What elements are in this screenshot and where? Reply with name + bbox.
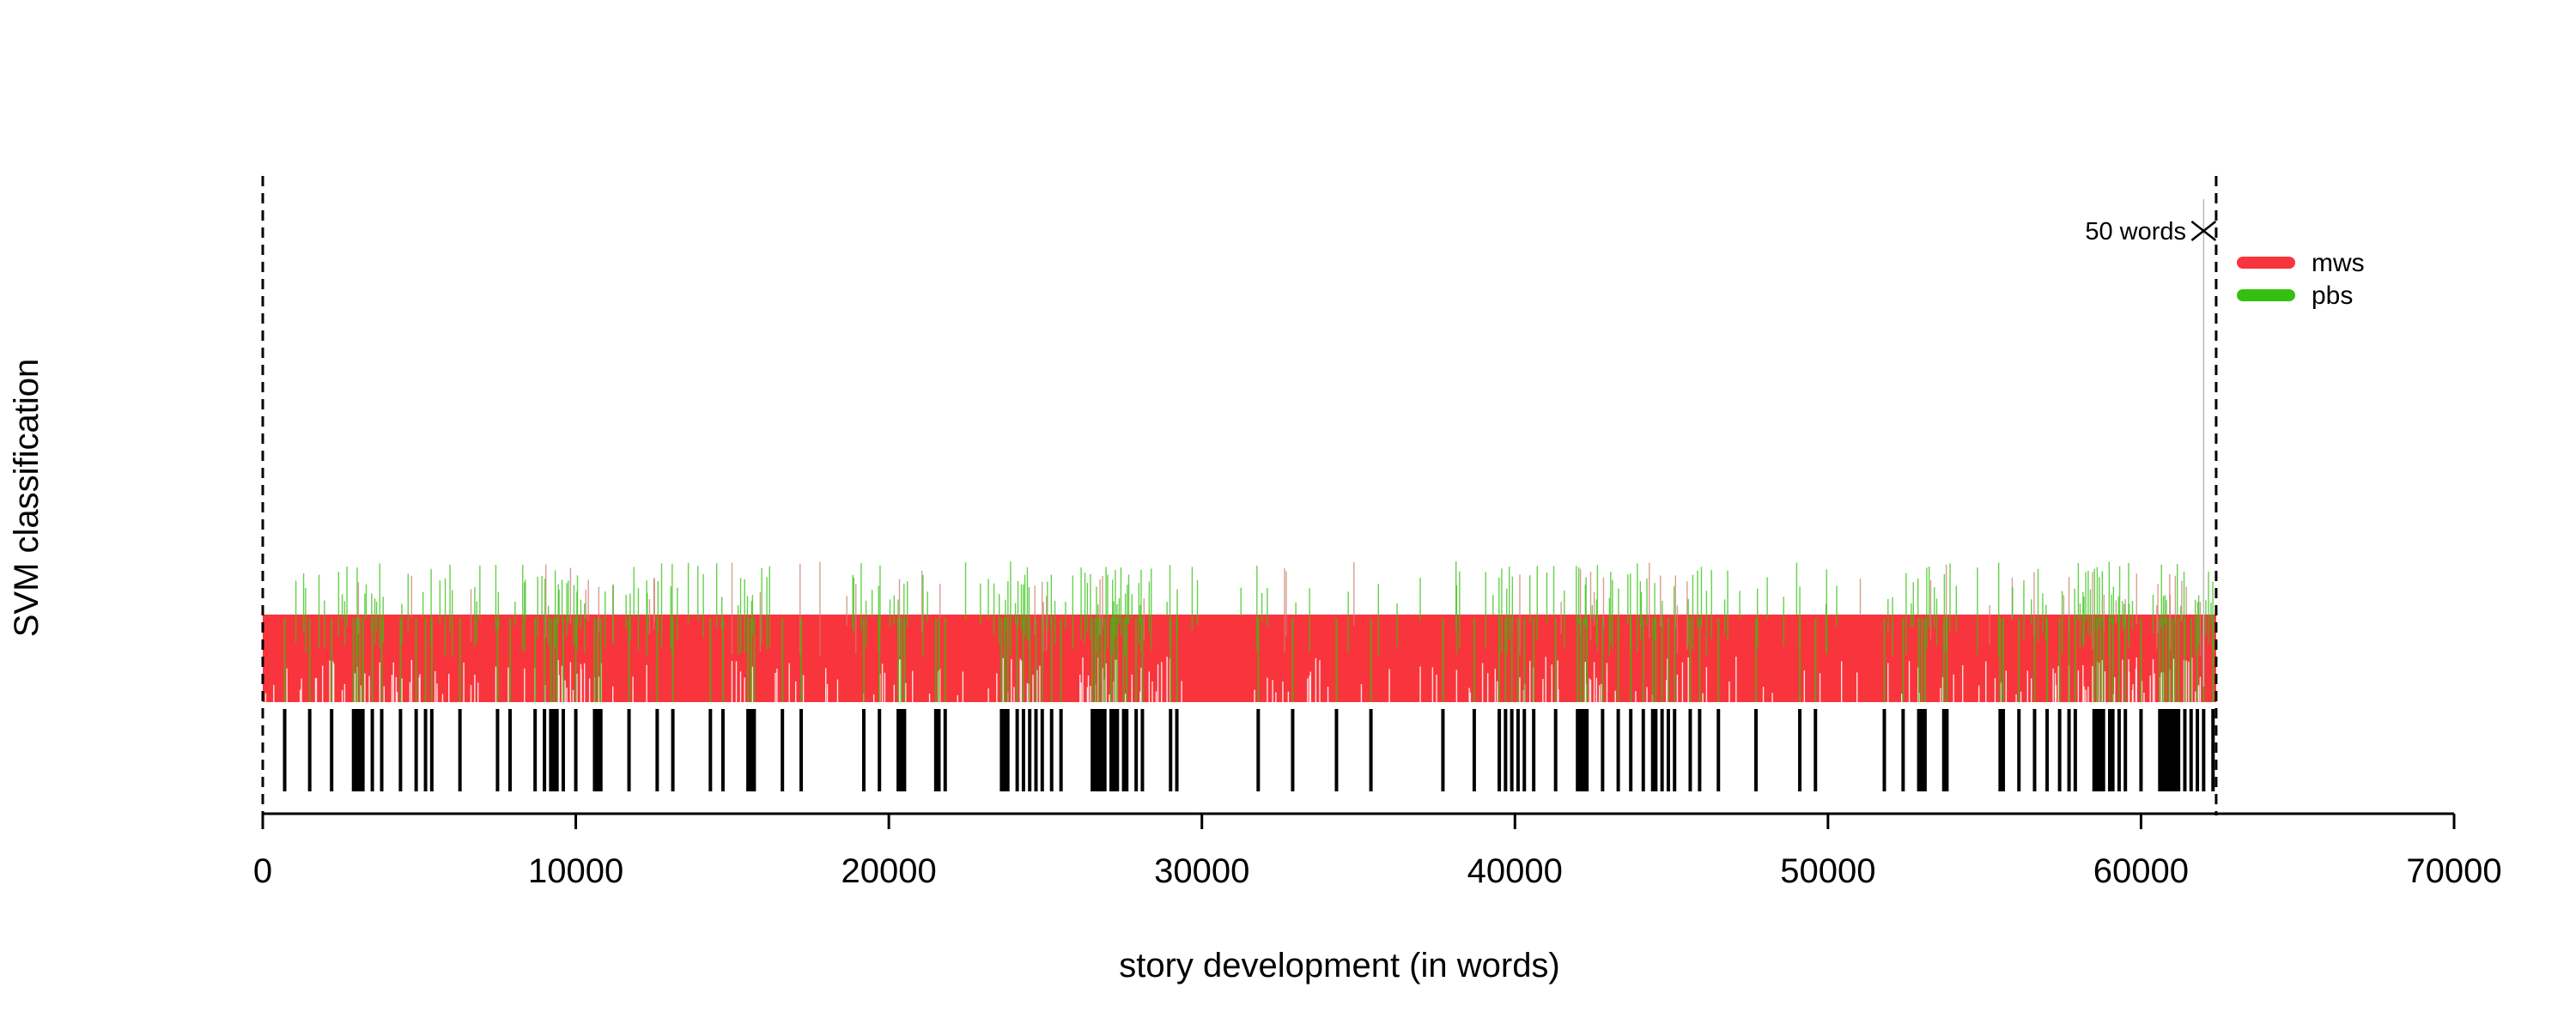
x-tick-label: 0: [253, 852, 272, 890]
x-tick-label: 40000: [1467, 852, 1563, 890]
x-tick-label: 60000: [2093, 852, 2189, 890]
legend-swatch-pbs: [2237, 289, 2295, 301]
x-tick-label: 30000: [1154, 852, 1249, 890]
legend: mws pbs: [2237, 249, 2365, 310]
x-tick-label: 10000: [528, 852, 623, 890]
classification-band: [263, 561, 2216, 702]
y-axis-title: SVM classification: [8, 359, 46, 638]
x-axis: 0 10000 20000 30000 40000 50000 60000 70000: [253, 812, 2502, 890]
x-axis-title: story development (in words): [1119, 947, 1560, 985]
legend-label-pbs: pbs: [2312, 282, 2353, 310]
x-tick-label: 50000: [1780, 852, 1875, 890]
mws-band: [263, 615, 2216, 702]
window-marker-cross: [2190, 221, 2217, 241]
x-tick-label: 70000: [2406, 852, 2501, 890]
legend-label-mws: mws: [2312, 249, 2365, 277]
legend-swatch-mws: [2237, 257, 2295, 269]
pbs-ticks: [283, 709, 2215, 791]
x-tick-label: 20000: [841, 852, 937, 890]
window-size-label: 50 words: [2085, 218, 2186, 245]
